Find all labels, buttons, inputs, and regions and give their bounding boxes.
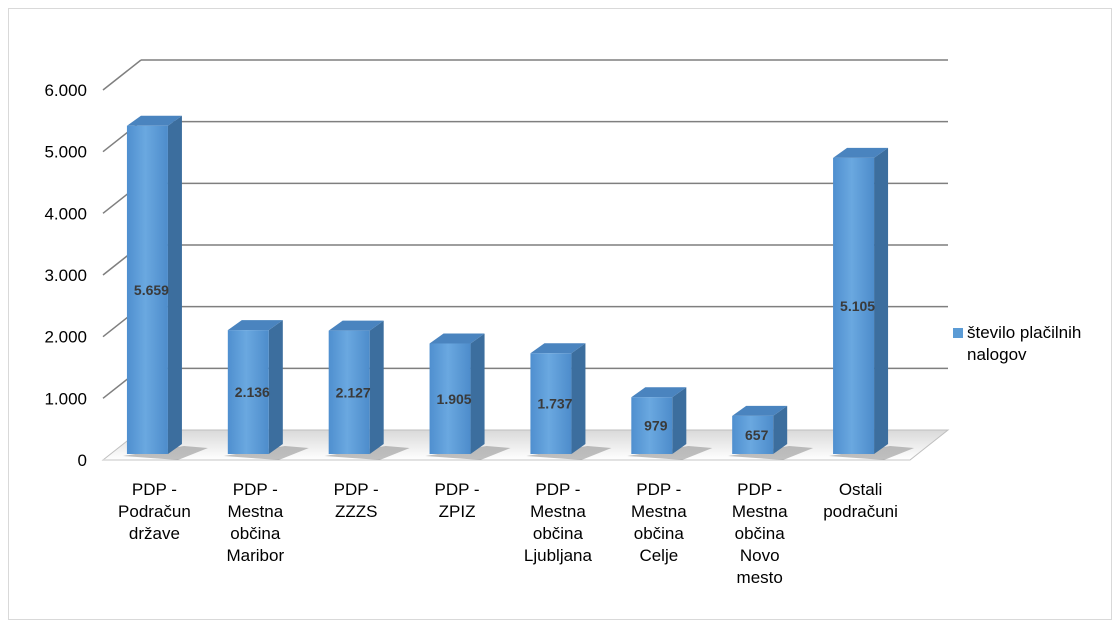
x-category-label: PDP - [233,480,278,499]
bar-top [429,333,485,344]
x-category-label: občina [634,524,685,543]
bar-top [126,115,182,126]
data-label: 5.105 [840,298,875,314]
y-tick-label: 5.000 [44,143,87,162]
x-category-label: ZPIZ [439,502,476,521]
bar [328,330,370,454]
legend: število plačilnih nalogov [953,322,1117,366]
bar [631,397,673,454]
x-category-label: Novo [740,546,780,565]
y-tick-label: 0 [78,451,87,470]
bar-top [530,343,586,354]
bar-side [369,320,384,454]
bar [126,125,168,454]
bar-top [833,147,889,158]
data-label: 1.737 [537,396,572,412]
bar [732,415,774,454]
bars [122,115,915,460]
bar-side [773,405,788,454]
legend-label-line1: število plačilnih [967,323,1082,342]
bar [530,353,572,454]
data-label: 979 [644,418,668,434]
x-category-label: občina [533,524,584,543]
x-category-label: mesto [737,568,783,587]
legend-label-line2: nalogov [967,345,1027,364]
bar-side [571,343,586,454]
x-category-label: Celje [639,546,678,565]
x-category-label: občina [735,524,786,543]
chart-frame [8,8,1112,620]
x-category-label: PDP - [535,480,580,499]
x-category-label: Mestna [631,502,687,521]
y-tick-label: 3.000 [44,266,87,285]
x-category-label: Podračun [118,502,191,521]
bar-top [227,320,283,331]
bar-side [874,147,889,454]
bar-top [631,387,687,398]
x-category-label: države [129,524,180,543]
x-category-label: občina [230,524,281,543]
bar [429,343,471,454]
x-axis-categories: PDP - Podračun države PDP - Mestna občina Mari… [118,480,898,587]
x-category-label: Mestna [530,502,586,521]
x-category-label: PDP - [334,480,379,499]
data-label: 5.659 [134,282,169,298]
legend-label: število plačilnih nalogov [967,322,1117,366]
x-category-label: Ljubljana [524,546,593,565]
gridline-side [102,59,142,91]
legend-swatch [953,328,963,338]
x-category-label: Ostali [839,480,882,499]
bar-side [470,333,485,454]
bar [227,330,269,454]
bar-top [732,405,788,416]
bar-side [167,115,182,454]
x-category-label: Mestna [227,502,283,521]
x-category-label: PDP - [636,480,681,499]
x-category-label: PDP - [435,480,480,499]
y-tick-label: 2.000 [44,328,87,347]
y-axis-ticks: 0 1.000 2.000 3.000 4.000 5.000 6.000 [44,81,87,470]
x-category-label: PDP - [132,480,177,499]
bar-top [328,320,384,331]
x-category-label: Mestna [732,502,788,521]
data-label: 1.905 [437,391,472,407]
bar [833,157,875,454]
y-tick-label: 6.000 [44,81,87,100]
x-category-label: Maribor [227,546,285,565]
data-labels: 5.659 2.136 2.127 1.905 1.737 979 657 5.105 [134,282,875,443]
bar-side [672,387,687,454]
x-category-label: PDP - [737,480,782,499]
data-label: 657 [745,427,769,443]
y-tick-label: 4.000 [44,204,87,223]
x-category-label: podračuni [823,502,898,521]
x-category-label: ZZZS [335,502,378,521]
y-tick-label: 1.000 [44,389,87,408]
data-label: 2.136 [235,384,270,400]
data-label: 2.127 [336,384,371,400]
bar-side [268,320,283,454]
